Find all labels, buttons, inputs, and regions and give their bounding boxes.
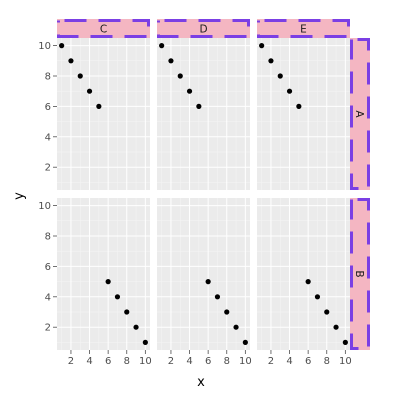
- strip-border: [257, 19, 350, 38]
- strip-row-A: A: [350, 38, 370, 190]
- scatter-point: [105, 279, 111, 285]
- scatter-point: [186, 88, 193, 94]
- x-tick-label: 2: [68, 356, 74, 367]
- strip-label: D: [199, 24, 207, 36]
- axis-layer: 2 4 6 8 10 2 4 6 8 10 2 4 6 8 10 2 4 6 8 10 2 4 6 8 10: [38, 41, 351, 367]
- x-tick-label: 4: [86, 356, 92, 367]
- x-tick-label: 10: [139, 356, 152, 367]
- scatter-point: [177, 73, 183, 79]
- panel-background: [157, 198, 250, 350]
- panel-E-B: [257, 198, 350, 350]
- panel-layer: [57, 38, 350, 350]
- strip-border: [350, 198, 370, 350]
- scatter-point: [342, 339, 348, 345]
- scatter-point: [314, 294, 321, 300]
- y-tick-label: 2: [45, 163, 51, 174]
- strip-col-C: C: [57, 19, 150, 38]
- x-tick-label: 2: [168, 356, 174, 367]
- scatter-point: [268, 58, 274, 64]
- strip-label: A: [353, 110, 365, 118]
- scatter-point: [96, 103, 102, 109]
- scatter-point: [214, 294, 221, 300]
- scatter-point: [333, 324, 339, 330]
- x-tick-label: 10: [339, 356, 352, 367]
- scatter-point: [114, 294, 121, 300]
- strip-border: [57, 19, 150, 38]
- x-tick-label: 8: [324, 356, 330, 367]
- scatter-point: [86, 88, 93, 94]
- x-axis-title: x: [197, 375, 205, 390]
- x-tick-label: 6: [305, 356, 311, 367]
- panel-D-A: [157, 38, 250, 190]
- strip-label: E: [300, 24, 307, 36]
- strip-row-B: B: [350, 198, 370, 350]
- strip-col-D: D: [157, 19, 250, 38]
- x-tick-label: 6: [205, 356, 211, 367]
- scatter-point: [142, 339, 148, 345]
- x-tick-label: 8: [124, 356, 130, 367]
- y-tick-label: 8: [45, 232, 51, 243]
- x-tick-label: 2: [268, 356, 274, 367]
- y-tick-label: 10: [38, 41, 51, 52]
- y-tick-label: 6: [45, 102, 51, 113]
- y-tick-label: 4: [45, 132, 51, 143]
- scatter-point: [68, 58, 74, 64]
- strip-layer: C D E A B: [57, 19, 370, 350]
- panel-background: [57, 38, 150, 190]
- strip-background: [350, 38, 370, 190]
- x-tick-label: 6: [105, 356, 111, 367]
- scatter-point: [277, 73, 283, 79]
- strip-border: [157, 19, 250, 38]
- scatter-point: [305, 279, 311, 285]
- scatter-point: [233, 324, 239, 330]
- x-tick-label: 8: [224, 356, 230, 367]
- strip-background: [350, 198, 370, 350]
- panel-background: [257, 38, 350, 190]
- strip-border: [350, 38, 370, 190]
- panel-C-B: [57, 198, 150, 350]
- panel-background: [257, 198, 350, 350]
- scatter-point: [196, 103, 202, 109]
- panel-E-A: [257, 38, 350, 190]
- y-tick-label: 10: [38, 201, 51, 212]
- strip-col-E: E: [257, 19, 350, 38]
- scatter-point: [124, 309, 130, 315]
- panel-C-A: [57, 38, 150, 190]
- strip-background: [157, 19, 250, 38]
- scatter-point: [224, 309, 230, 315]
- strip-label: B: [353, 270, 365, 277]
- y-tick-label: 4: [45, 292, 51, 303]
- scatter-point: [242, 339, 248, 345]
- scatter-point: [286, 88, 293, 94]
- x-tick-label: 4: [186, 356, 192, 367]
- panel-D-B: [157, 198, 250, 350]
- x-tick-label: 4: [286, 356, 292, 367]
- panel-background: [57, 198, 150, 350]
- scatter-point: [259, 43, 265, 49]
- scatter-point: [159, 43, 165, 49]
- panel-background: [157, 38, 250, 190]
- scatter-point: [296, 103, 302, 109]
- y-tick-label: 6: [45, 262, 51, 273]
- strip-background: [57, 19, 150, 38]
- scatter-point: [59, 43, 65, 49]
- scatter-point: [77, 73, 83, 79]
- scatter-point: [205, 279, 211, 285]
- scatter-point: [168, 58, 174, 64]
- strip-label: C: [100, 24, 107, 36]
- scatter-point: [133, 324, 139, 330]
- strip-background: [257, 19, 350, 38]
- y-axis-title: y: [12, 192, 27, 200]
- scatter-point: [324, 309, 330, 315]
- y-tick-label: 8: [45, 72, 51, 83]
- y-tick-label: 2: [45, 323, 51, 334]
- x-tick-label: 10: [239, 356, 252, 367]
